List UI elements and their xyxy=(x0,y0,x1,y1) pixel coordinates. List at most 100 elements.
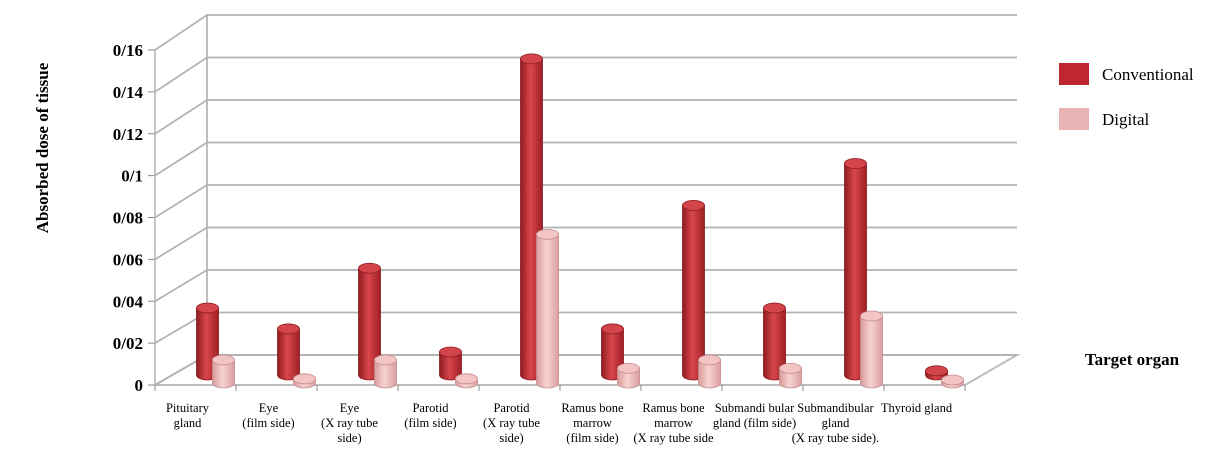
y-tick-labels: 0 0/02 0/04 0/06 0/08 0/1 0/12 0/14 0/16 xyxy=(113,41,966,395)
x-category-label-line: (film side) xyxy=(566,431,618,445)
bar-digital-body xyxy=(617,367,640,389)
bar-conventional-top xyxy=(925,365,948,377)
y-tick-label: 0/14 xyxy=(113,83,144,102)
x-category-label-line: Ramus bone xyxy=(642,401,705,415)
legend-label-conventional: Conventional xyxy=(1102,65,1194,84)
x-category-label-line: (X ray tube side). xyxy=(792,431,879,445)
y-tick-label: 0/02 xyxy=(113,334,143,353)
legend-swatch-digital xyxy=(1059,108,1089,130)
bar-conventional-top xyxy=(601,323,624,335)
x-axis-title: Target organ xyxy=(1085,350,1180,369)
x-category-label-line: (X ray tube xyxy=(483,416,540,430)
y-tick-label: 0/16 xyxy=(113,41,143,60)
x-category-label-line: marrow xyxy=(573,416,612,430)
bar-digital-top xyxy=(374,354,397,366)
bar-digital-body xyxy=(698,359,721,389)
gridline xyxy=(154,56,1017,93)
x-category-label-line: (film side) xyxy=(404,416,456,430)
legend: Conventional Digital xyxy=(1059,63,1194,130)
bar-conventional xyxy=(439,346,462,381)
x-category-label-line: marrow xyxy=(654,416,693,430)
gridline xyxy=(154,141,1017,177)
bar-conventional-top xyxy=(763,302,786,314)
bars xyxy=(196,53,964,389)
bar-conventional xyxy=(277,323,300,381)
y-axis-title: Absorbed dose of tissue xyxy=(33,62,52,233)
bar-digital xyxy=(617,362,640,389)
bar-conventional-top xyxy=(439,346,462,358)
bar-digital-top xyxy=(293,373,316,385)
x-category-label-line: Ramus bone xyxy=(561,401,624,415)
bar-digital xyxy=(941,374,964,389)
bar-digital xyxy=(212,354,235,389)
bar-digital-top xyxy=(860,310,883,322)
y-tick-label: 0 xyxy=(135,376,144,395)
x-category-label: Parotid (X ray tube side) xyxy=(483,401,540,445)
x-category-label-line: (X ray tube xyxy=(321,416,378,430)
bar-conventional-top xyxy=(520,53,543,65)
bar-conventional-top xyxy=(358,262,381,274)
legend-label-digital: Digital xyxy=(1102,110,1149,129)
y-tick-label: 0/12 xyxy=(113,125,143,144)
x-category-label: Ramus bone marrow (X ray tube side xyxy=(633,401,714,445)
gridline xyxy=(154,99,1017,135)
gridline xyxy=(154,226,1017,261)
bar-digital-body xyxy=(779,367,802,389)
bar-digital-top xyxy=(455,373,478,385)
x-category-label: Eye (film side) xyxy=(242,401,294,430)
bar-digital xyxy=(779,362,802,389)
gridline xyxy=(154,269,1017,303)
x-category-label: Eye (X ray tube side) xyxy=(321,401,378,445)
bar-conventional-top xyxy=(844,158,867,169)
x-category-label-line: gland (film side) xyxy=(713,416,796,430)
y-tick-label: 0/08 xyxy=(113,209,143,228)
x-category-label-line: gland xyxy=(822,416,851,430)
legend-swatch-conventional xyxy=(1059,63,1089,85)
bar-conventional xyxy=(763,302,786,381)
bar-digital-body xyxy=(374,359,397,389)
bar-conventional xyxy=(925,365,948,381)
x-category-label-line: Submandi bular xyxy=(715,401,795,415)
bar-digital-top xyxy=(617,362,640,374)
x-category-label-line: Submandibular xyxy=(797,401,874,415)
x-category-label: Submandibular gland (X ray tube side). xyxy=(792,401,879,445)
bar-conventional-top xyxy=(682,200,705,211)
x-category-label-line: Thyroid gland xyxy=(881,401,953,415)
bar-digital-body xyxy=(212,359,235,389)
bar-conventional-body xyxy=(277,328,300,381)
bar-digital xyxy=(860,310,883,389)
bar-digital xyxy=(698,354,721,389)
x-category-label-line: Pituitary xyxy=(166,401,210,415)
x-category-label: Submandi bular gland (film side) xyxy=(713,401,796,430)
x-category-label-line: (X ray tube side xyxy=(633,431,714,445)
x-category-label: Pituitary gland xyxy=(166,401,210,430)
bar-digital xyxy=(374,354,397,389)
bar-digital-body xyxy=(860,315,883,389)
x-category-label-line: gland xyxy=(174,416,203,430)
gridline xyxy=(154,14,1017,51)
bar-digital-top xyxy=(212,354,235,366)
bar-digital-top xyxy=(698,354,721,366)
gridline xyxy=(154,184,1017,219)
y-tick-label: 0/06 xyxy=(113,250,143,269)
x-category-label-line: side) xyxy=(499,431,523,445)
x-category-label-line: Eye xyxy=(259,401,279,415)
bar-digital-top xyxy=(536,228,559,240)
bar-digital-top xyxy=(941,374,964,386)
x-category-label-line: Parotid xyxy=(412,401,449,415)
x-category-label-line: Parotid xyxy=(493,401,530,415)
bar-digital xyxy=(293,373,316,389)
x-category-label-line: (film side) xyxy=(242,416,294,430)
x-category-label: Ramus bone marrow (film side) xyxy=(561,401,624,445)
x-category-label-line: Eye xyxy=(340,401,360,415)
bar-digital xyxy=(455,373,478,389)
x-category-label: Parotid (film side) xyxy=(404,401,456,430)
y-tick-label: 0/04 xyxy=(113,292,144,311)
bar-digital-top xyxy=(779,362,802,374)
bar-digital-body xyxy=(536,233,559,389)
bar-digital xyxy=(536,228,559,389)
y-tick-label: 0/1 xyxy=(121,167,143,186)
bar-conventional-top xyxy=(196,302,219,314)
